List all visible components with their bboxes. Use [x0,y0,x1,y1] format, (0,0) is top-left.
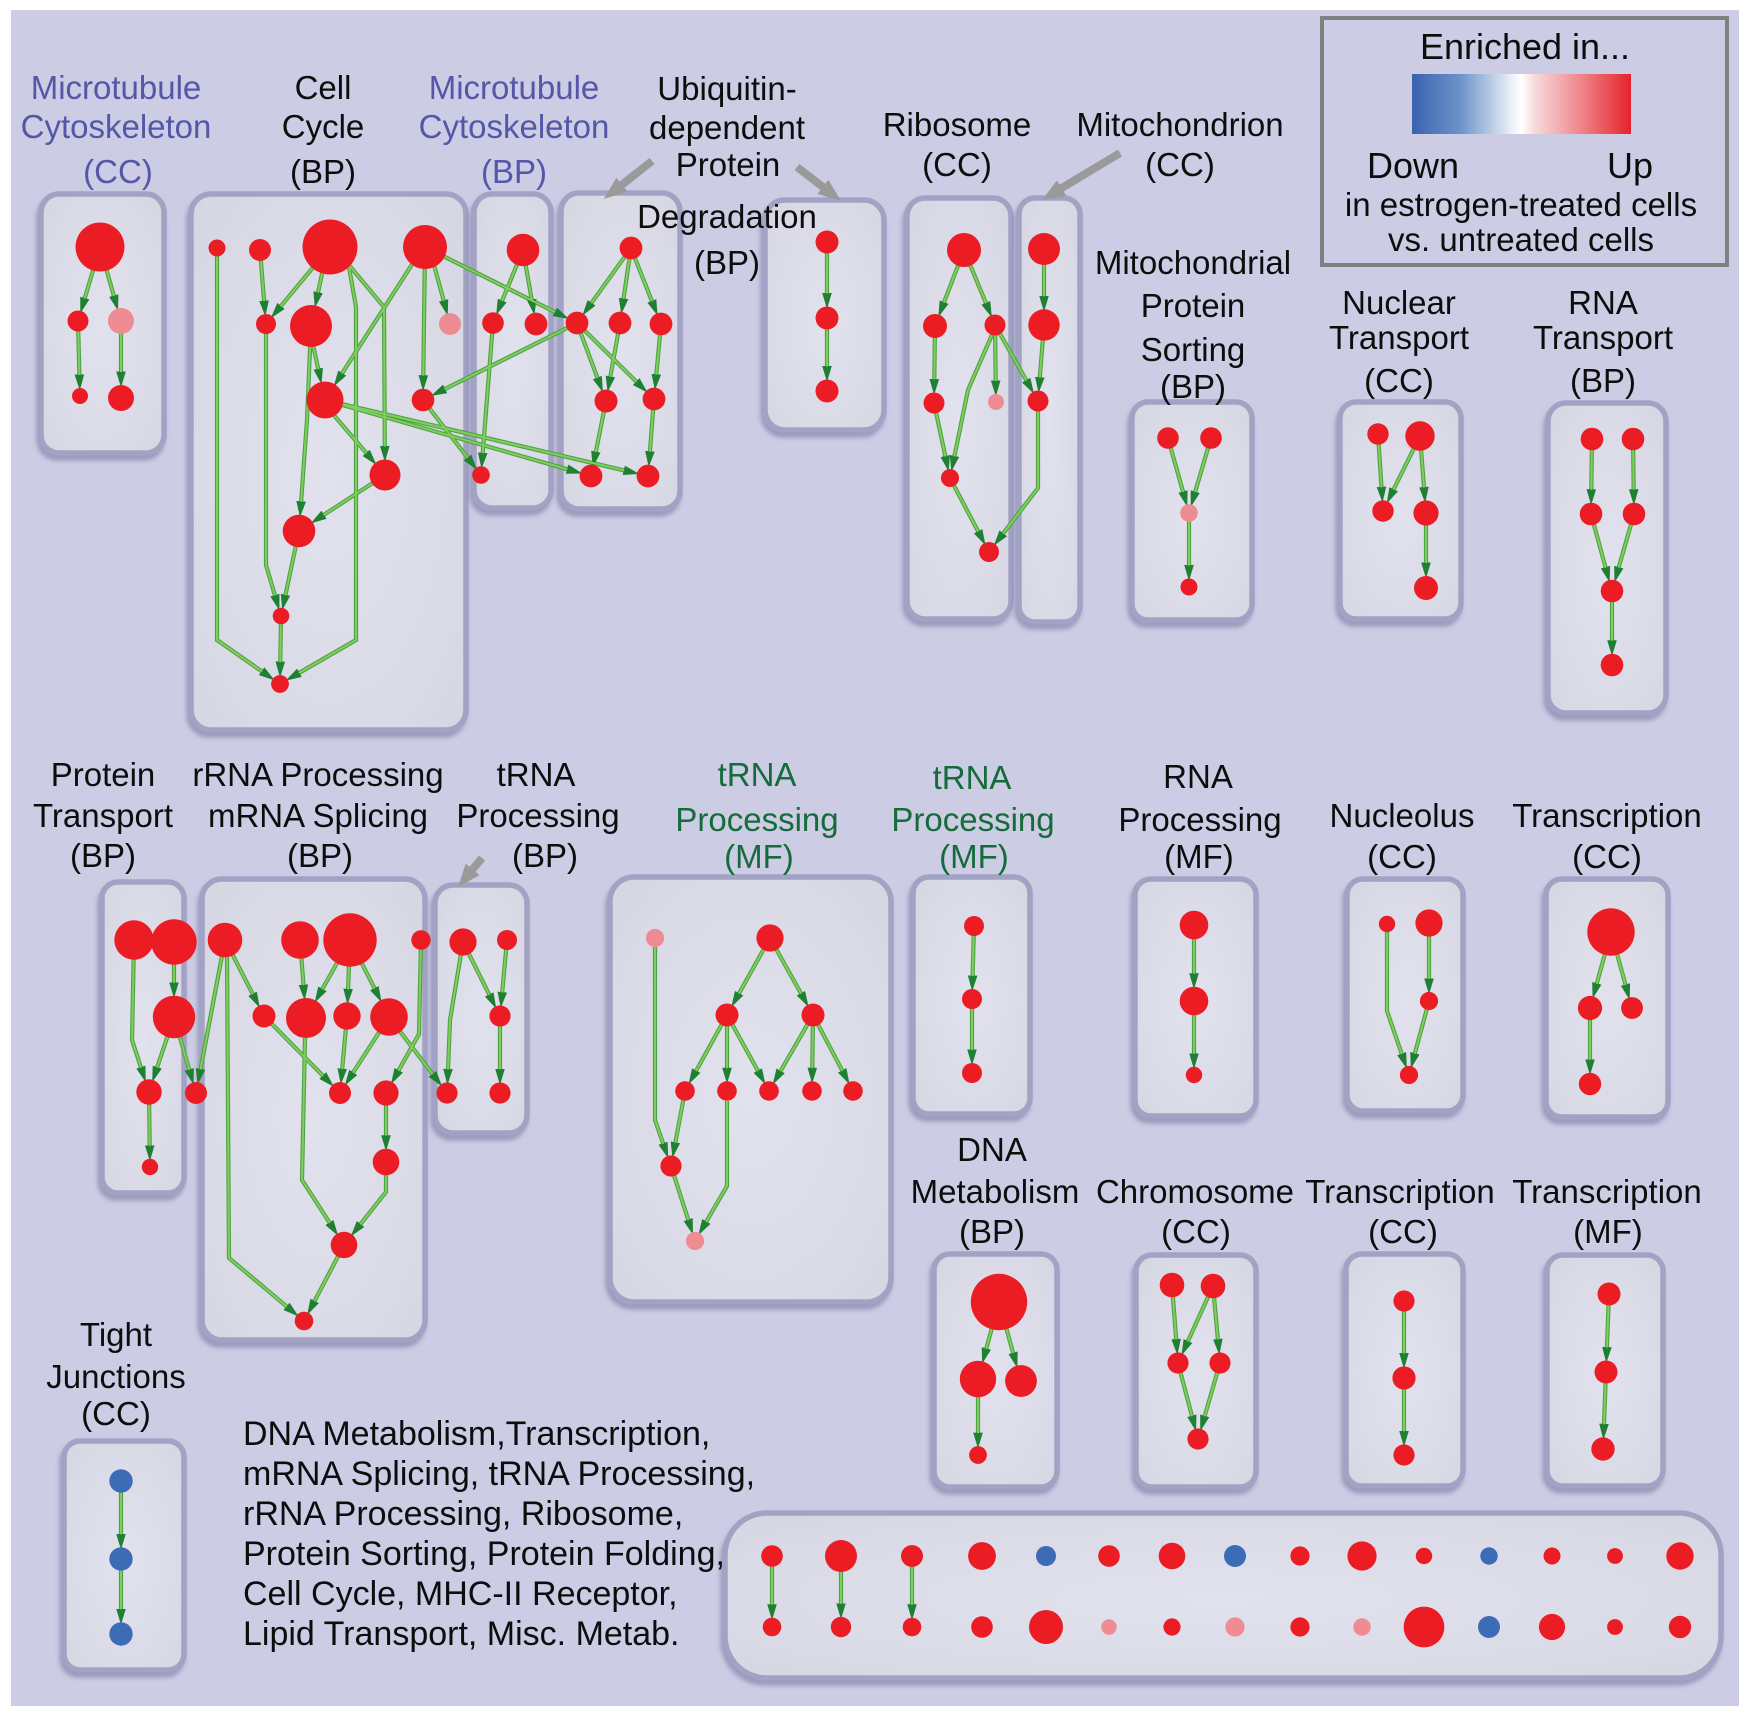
svg-text:(CC): (CC) [1368,1213,1438,1250]
svg-text:Transcription: Transcription [1512,797,1702,834]
svg-text:dependent: dependent [649,109,805,146]
svg-text:rRNA Processing, Ribosome,: rRNA Processing, Ribosome, [243,1495,683,1533]
svg-text:(BP): (BP) [287,837,353,874]
svg-text:Ubiquitin-: Ubiquitin- [657,70,796,107]
svg-text:tRNA: tRNA [497,756,576,793]
svg-text:(BP): (BP) [959,1213,1025,1250]
svg-text:(CC): (CC) [1364,362,1434,399]
svg-text:Protein: Protein [51,756,156,793]
svg-text:Processing: Processing [891,801,1054,838]
svg-text:(CC): (CC) [1145,146,1215,183]
svg-text:(BP): (BP) [694,244,760,281]
svg-text:Mitochondrion: Mitochondrion [1076,106,1283,143]
svg-text:DNA Metabolism,Transcription,: DNA Metabolism,Transcription, [243,1415,710,1453]
svg-text:(CC): (CC) [922,146,992,183]
svg-text:(CC): (CC) [1572,838,1642,875]
svg-text:rRNA Processing: rRNA Processing [192,756,443,793]
svg-text:Protein Sorting, Protein Foldi: Protein Sorting, Protein Folding, [243,1535,725,1573]
svg-text:Transport: Transport [1533,319,1673,356]
svg-text:Cytoskeleton: Cytoskeleton [419,108,610,145]
svg-text:Down: Down [1367,145,1459,186]
svg-text:Metabolism: Metabolism [911,1173,1080,1210]
svg-text:Nuclear: Nuclear [1342,284,1456,321]
svg-text:Junctions: Junctions [46,1358,185,1395]
svg-text:vs. untreated cells: vs. untreated cells [1388,221,1654,258]
svg-text:(BP): (BP) [1160,368,1226,405]
svg-text:Nucleolus: Nucleolus [1330,797,1475,834]
svg-text:Tight: Tight [80,1316,152,1353]
svg-text:(BP): (BP) [1570,362,1636,399]
svg-text:Transport: Transport [1329,319,1469,356]
svg-text:(CC): (CC) [81,1395,151,1432]
svg-text:Cell Cycle, MHC-II Receptor,: Cell Cycle, MHC-II Receptor, [243,1575,678,1613]
svg-text:DNA: DNA [957,1131,1027,1168]
svg-text:Sorting: Sorting [1141,331,1246,368]
svg-text:Processing: Processing [456,797,619,834]
svg-text:(CC): (CC) [1161,1213,1231,1250]
svg-text:Protein: Protein [676,146,781,183]
svg-text:mRNA Splicing: mRNA Splicing [208,797,428,834]
svg-text:(MF): (MF) [1164,838,1234,875]
svg-text:Chromosome: Chromosome [1096,1173,1294,1210]
svg-text:Processing: Processing [1118,801,1281,838]
svg-text:Enriched in...: Enriched in... [1420,26,1630,67]
svg-text:Degradation: Degradation [637,198,817,235]
svg-text:(CC): (CC) [83,153,153,190]
svg-text:Protein: Protein [1141,287,1246,324]
svg-text:Microtubule: Microtubule [31,69,202,106]
svg-text:(MF): (MF) [724,838,794,875]
svg-text:Up: Up [1607,145,1653,186]
svg-text:(BP): (BP) [70,837,136,874]
svg-text:(BP): (BP) [481,153,547,190]
svg-text:Cell: Cell [295,69,352,106]
svg-text:Ribosome: Ribosome [883,106,1032,143]
svg-text:in estrogen-treated cells: in estrogen-treated cells [1345,186,1697,223]
svg-text:Transcription: Transcription [1512,1173,1702,1210]
svg-text:Transcription: Transcription [1305,1173,1495,1210]
svg-text:(BP): (BP) [290,153,356,190]
svg-text:Cytoskeleton: Cytoskeleton [21,108,212,145]
svg-text:mRNA Splicing, tRNA Processing: mRNA Splicing, tRNA Processing, [243,1455,755,1493]
svg-text:tRNA: tRNA [718,756,797,793]
svg-text:(CC): (CC) [1367,838,1437,875]
svg-text:(BP): (BP) [512,837,578,874]
svg-text:RNA: RNA [1568,284,1638,321]
svg-text:Transport: Transport [33,797,173,834]
svg-text:(MF): (MF) [939,838,1009,875]
svg-text:Processing: Processing [675,801,838,838]
svg-text:RNA: RNA [1163,758,1233,795]
svg-text:Microtubule: Microtubule [429,69,600,106]
svg-text:Lipid Transport, Misc. Metab.: Lipid Transport, Misc. Metab. [243,1615,680,1653]
svg-text:tRNA: tRNA [933,759,1012,796]
svg-text:Cycle: Cycle [282,108,365,145]
svg-text:Mitochondrial: Mitochondrial [1095,244,1291,281]
svg-text:(MF): (MF) [1573,1213,1643,1250]
